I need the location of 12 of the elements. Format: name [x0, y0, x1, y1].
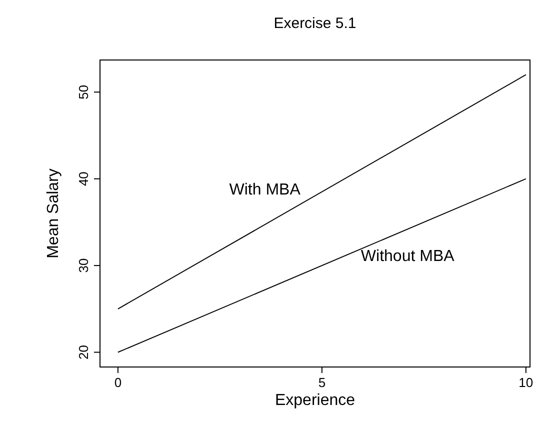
x-tick-label: 5	[318, 375, 326, 390]
x-tick-label: 10	[518, 375, 534, 390]
y-tick-label: 40	[76, 172, 91, 186]
y-tick-label: 50	[76, 84, 91, 100]
series-label: With MBA	[229, 182, 301, 199]
y-tick-label: 20	[76, 345, 91, 360]
chart-title: Exercise 5.1	[274, 15, 356, 32]
series-label: Without MBA	[360, 248, 455, 266]
x-axis-title: Experience	[274, 392, 356, 409]
y-axis-title: Mean Salary	[45, 168, 62, 258]
y-tick-label: 30	[76, 258, 91, 273]
x-tick-label: 0	[114, 375, 122, 390]
